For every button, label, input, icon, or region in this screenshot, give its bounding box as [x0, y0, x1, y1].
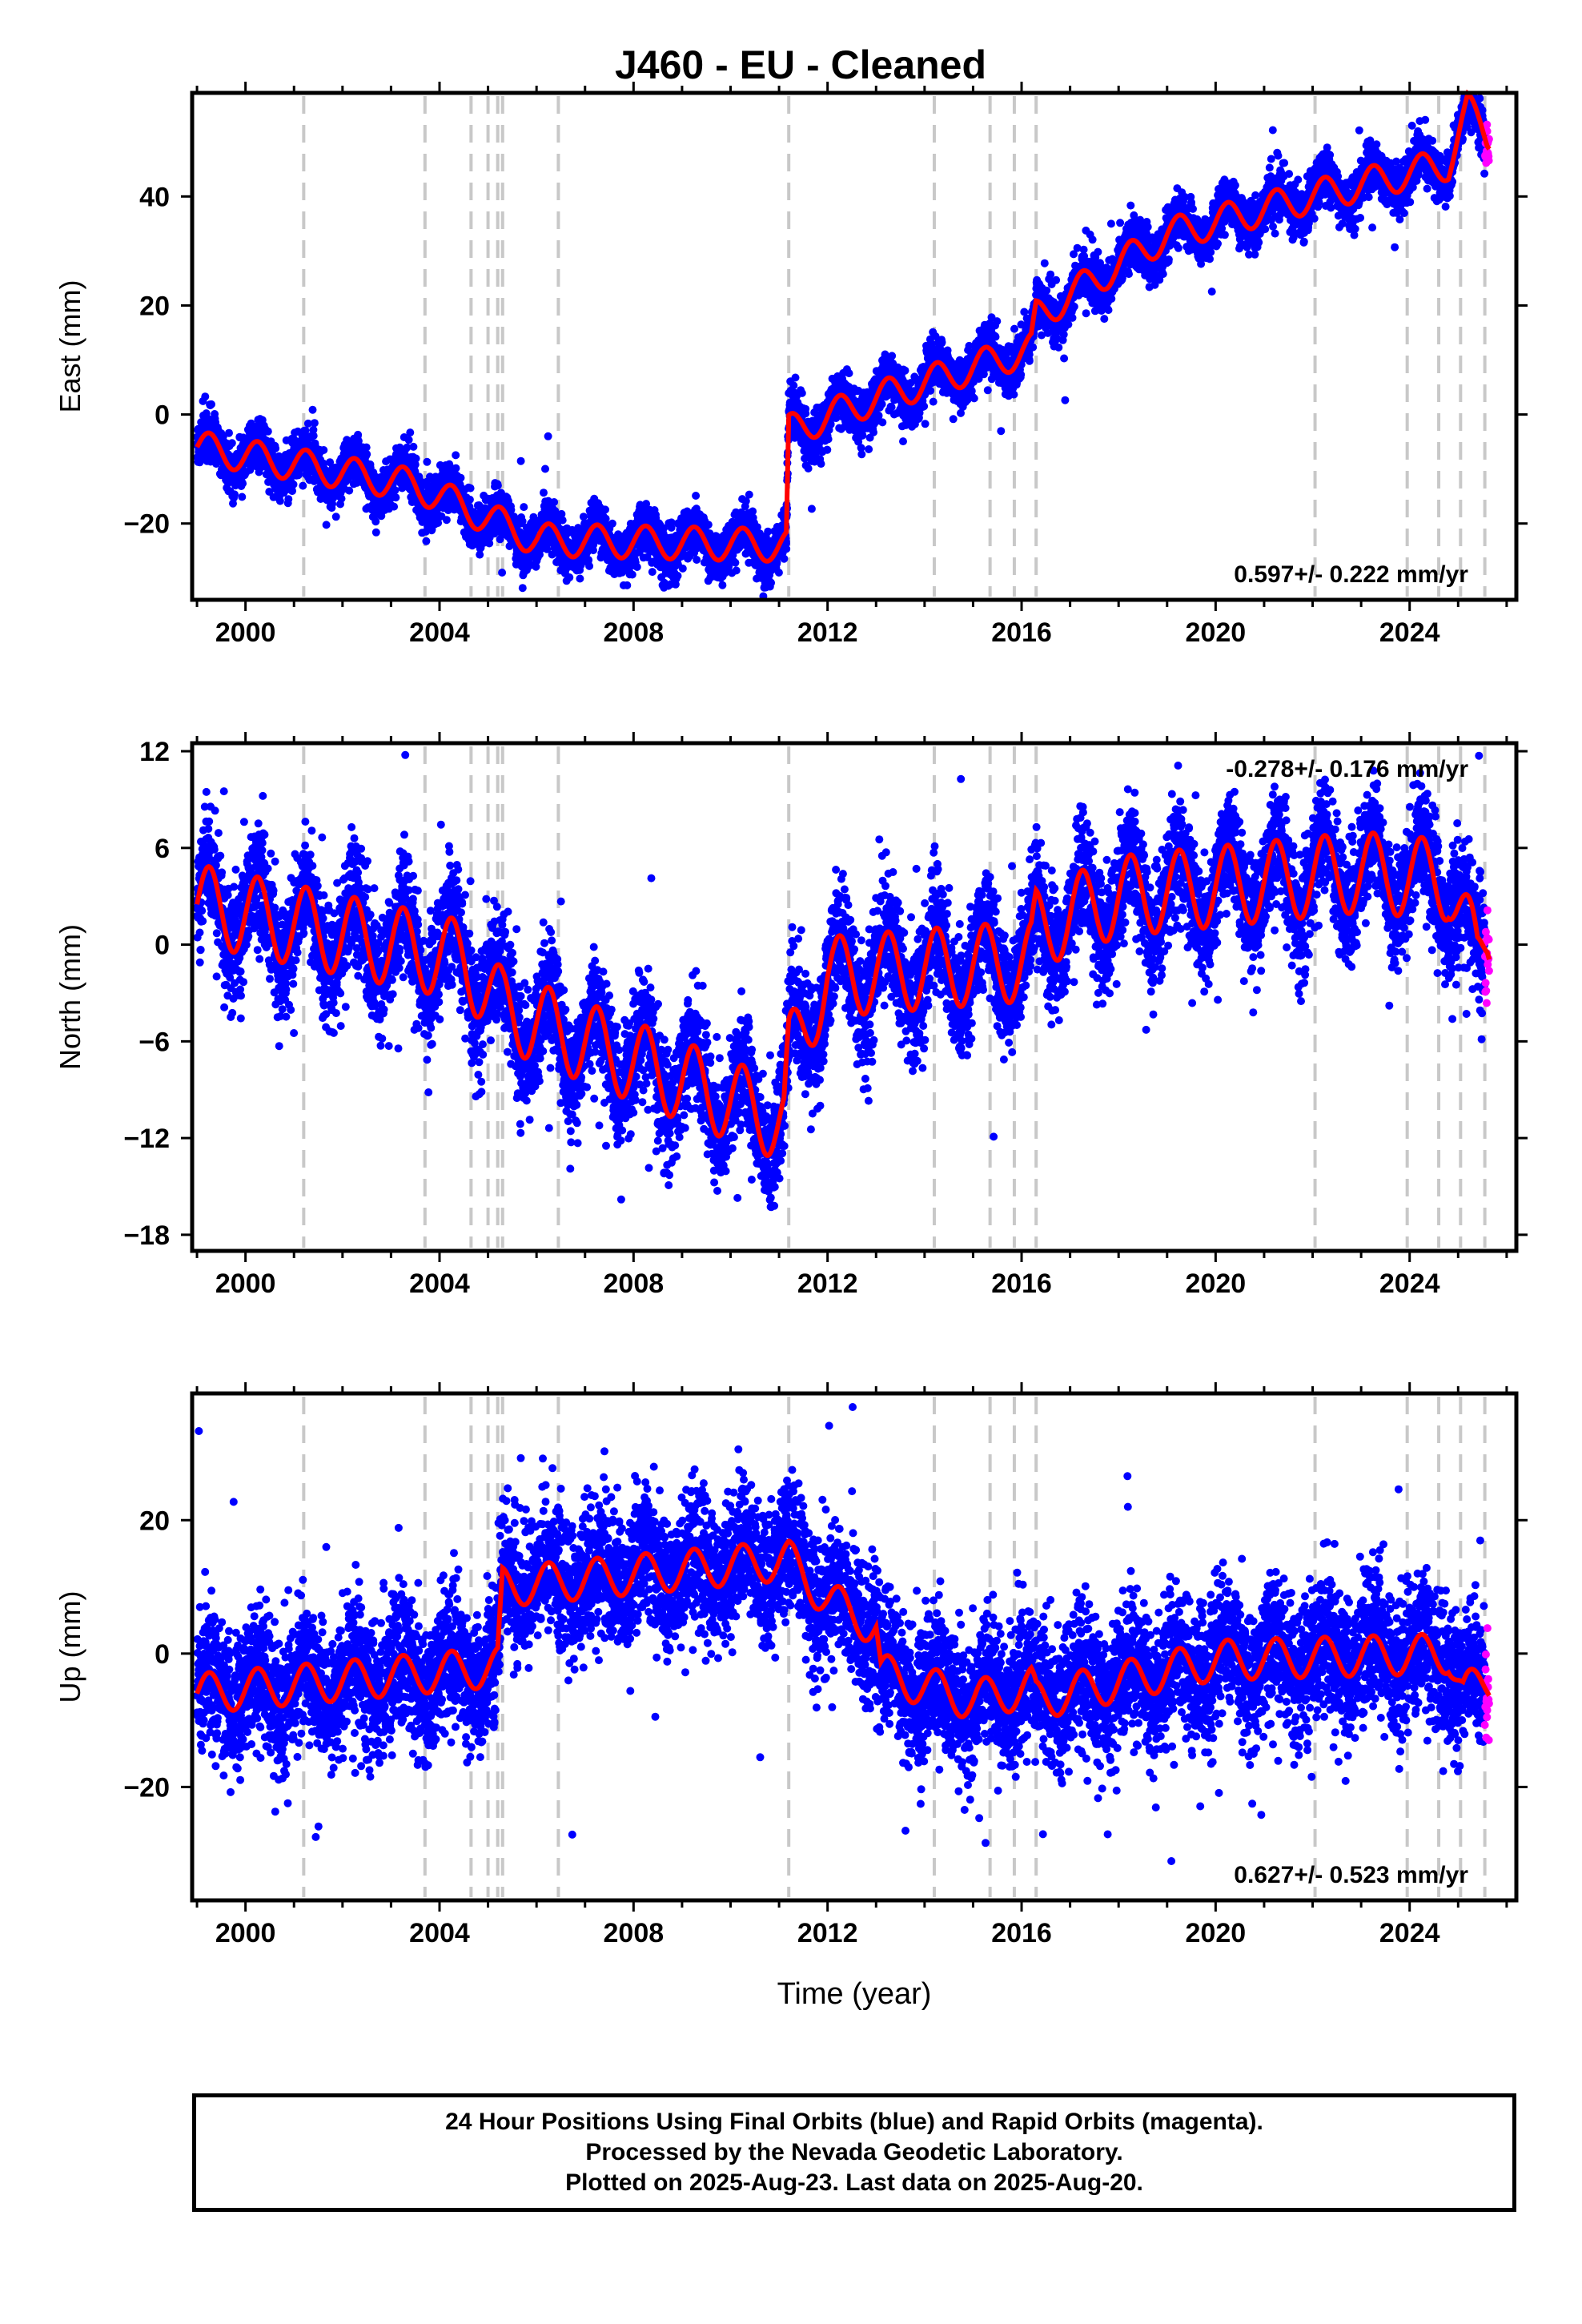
data-point — [406, 428, 414, 436]
data-point — [207, 400, 215, 408]
data-point — [693, 556, 701, 564]
data-point — [231, 490, 239, 498]
data-point — [633, 563, 641, 571]
data-point — [276, 497, 284, 505]
data-point — [290, 480, 298, 489]
data-point — [857, 450, 865, 458]
panel-east: 2000 2004 2008 2012 2016 2020 2024−2002040East… — [54, 82, 1528, 648]
data-point — [452, 464, 460, 472]
data-point — [576, 575, 584, 583]
data-point — [580, 513, 588, 521]
data-point — [319, 446, 327, 454]
data-point — [869, 428, 877, 436]
data-point — [628, 571, 636, 579]
data-point — [345, 487, 353, 495]
data-point — [443, 516, 451, 524]
data-point — [452, 451, 460, 459]
data-point — [888, 352, 896, 360]
data-point — [823, 446, 831, 454]
data-point — [264, 428, 272, 436]
data-point — [805, 464, 813, 472]
data-point — [239, 480, 247, 488]
data-point — [338, 495, 346, 503]
data-point — [422, 537, 430, 545]
data-point — [745, 491, 753, 499]
data-point — [608, 520, 616, 528]
data-point — [541, 465, 549, 473]
data-point — [363, 444, 371, 452]
panels-group: 2000 2004 2008 2012 2016 2020 2024−2002040East… — [54, 82, 1528, 1948]
data-point — [311, 419, 319, 427]
data-point — [801, 409, 809, 417]
data-point — [363, 450, 371, 458]
data-point — [332, 513, 340, 521]
data-point — [323, 521, 331, 529]
data-point — [767, 579, 775, 587]
data-point — [409, 443, 417, 451]
data-point — [648, 568, 656, 576]
data-point — [888, 404, 896, 412]
data-point — [899, 437, 907, 445]
data-point — [391, 486, 400, 494]
data-point — [780, 555, 788, 563]
data-point — [674, 572, 682, 580]
data-point — [372, 529, 380, 537]
data-point — [550, 498, 558, 506]
data-point — [390, 503, 398, 511]
data-point — [731, 559, 739, 567]
data-point — [825, 435, 833, 443]
data-point — [692, 492, 700, 500]
data-point — [601, 505, 609, 513]
data-point — [865, 445, 873, 453]
data-point — [623, 581, 631, 589]
data-point — [238, 493, 246, 501]
data-point — [679, 565, 687, 573]
data-point — [201, 392, 209, 400]
data-point — [310, 432, 318, 440]
data-point — [544, 432, 552, 440]
data-point — [284, 495, 292, 503]
data-point — [845, 369, 853, 377]
data-point — [565, 573, 573, 581]
data-point — [309, 406, 317, 414]
data-point — [789, 381, 797, 389]
data-point — [878, 400, 886, 408]
data-point — [466, 496, 474, 504]
data-point — [225, 429, 233, 437]
data-point — [798, 389, 806, 397]
data-point — [705, 521, 713, 529]
data-point — [901, 367, 909, 375]
data-point — [228, 439, 236, 447]
data-point — [875, 412, 883, 420]
data-point — [782, 545, 790, 553]
data-point — [299, 482, 307, 490]
data-point — [775, 569, 783, 577]
data-point — [878, 418, 886, 426]
data-point — [519, 584, 527, 592]
data-point — [817, 460, 825, 468]
chart-title: J460 - EU - Cleaned — [615, 42, 986, 87]
data-point — [718, 581, 726, 589]
data-point — [520, 503, 528, 511]
data-point — [808, 505, 816, 513]
scatter-points-east — [193, 92, 1493, 600]
data-point — [405, 436, 413, 444]
data-point — [467, 485, 475, 493]
data-point — [517, 457, 525, 465]
data-point — [498, 569, 506, 577]
data-point — [585, 562, 593, 570]
data-point — [540, 489, 548, 497]
data-point — [559, 517, 567, 525]
data-point — [271, 444, 279, 452]
data-point — [391, 493, 400, 501]
data-point — [858, 432, 866, 440]
data-point — [423, 458, 431, 466]
data-point — [733, 566, 741, 574]
data-point — [457, 474, 465, 482]
data-point — [792, 374, 800, 382]
data-point — [412, 455, 420, 463]
data-point — [494, 481, 502, 489]
